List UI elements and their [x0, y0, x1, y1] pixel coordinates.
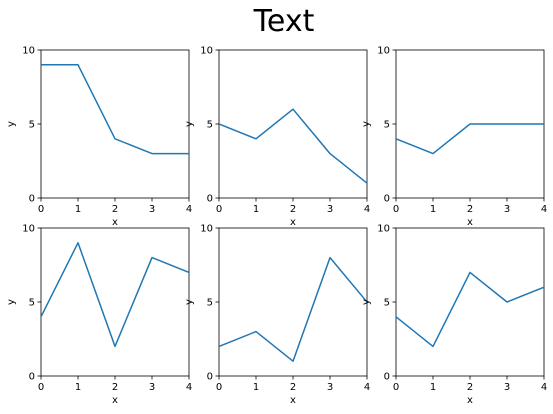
- y-axis-label: y: [361, 299, 372, 305]
- y-tick-label: 0: [384, 194, 390, 205]
- series-line: [396, 123, 544, 155]
- x-axis-label: x: [112, 395, 118, 406]
- x-tick-label: 3: [327, 382, 333, 393]
- y-tick-label: 5: [207, 120, 213, 131]
- x-tick-label: 2: [290, 382, 296, 393]
- x-tick-label: 2: [467, 382, 473, 393]
- x-axis-label: x: [290, 395, 296, 406]
- x-tick-label: 4: [541, 204, 547, 215]
- y-tick-label: 10: [200, 224, 213, 235]
- x-tick-label: 1: [253, 382, 259, 393]
- figure-title: Text: [253, 4, 315, 39]
- series-line: [396, 271, 544, 348]
- y-tick-label: 10: [377, 224, 390, 235]
- y-tick-label: 10: [200, 46, 213, 57]
- x-tick-label: 0: [393, 204, 399, 215]
- axes-frame: [218, 227, 368, 377]
- x-tick-label: 3: [149, 204, 155, 215]
- y-axis-label: y: [6, 121, 17, 127]
- y-axis-label: y: [184, 299, 195, 305]
- x-tick-label: 3: [327, 204, 333, 215]
- axes-frame: [40, 227, 190, 377]
- x-tick-label: 4: [541, 382, 547, 393]
- y-tick-label: 0: [29, 372, 35, 383]
- y-tick-label: 0: [207, 372, 213, 383]
- x-tick-label: 1: [75, 382, 81, 393]
- x-tick-label: 4: [186, 204, 192, 215]
- x-axis-label: x: [290, 217, 296, 228]
- series-line: [41, 242, 189, 348]
- x-tick-label: 2: [290, 204, 296, 215]
- y-tick-label: 10: [22, 224, 35, 235]
- x-tick-label: 2: [112, 204, 118, 215]
- x-tick-label: 2: [467, 204, 473, 215]
- subplot-1: 0 1 2 3 4 0 5 10 x y: [6, 46, 192, 229]
- y-tick-label: 0: [384, 372, 390, 383]
- x-tick-label: 4: [364, 382, 370, 393]
- y-axis-label: y: [6, 299, 17, 305]
- y-tick-label: 5: [29, 298, 35, 309]
- y-tick-label: 0: [207, 194, 213, 205]
- x-tick-label: 1: [253, 204, 259, 215]
- x-tick-label: 3: [504, 382, 510, 393]
- x-axis-label: x: [467, 395, 473, 406]
- axes-frame: [40, 49, 190, 199]
- subplot-2: 0 1 2 3 4 0 5 10 x y: [184, 46, 370, 229]
- y-tick-label: 5: [207, 298, 213, 309]
- x-tick-label: 1: [430, 382, 436, 393]
- y-tick-label: 0: [29, 194, 35, 205]
- x-axis-label: x: [467, 217, 473, 228]
- x-tick-label: 4: [186, 382, 192, 393]
- x-tick-label: 0: [216, 204, 222, 215]
- axes-frame: [395, 227, 545, 377]
- subplot-3: 0 1 2 3 4 0 5 10 x y: [361, 46, 547, 229]
- x-tick-label: 1: [430, 204, 436, 215]
- subplot-5: 0 1 2 3 4 0 5 10 x y: [184, 224, 370, 407]
- x-tick-label: 4: [364, 204, 370, 215]
- subplot-4: 0 1 2 3 4 0 5 10 x y: [6, 224, 192, 407]
- y-tick-label: 10: [377, 46, 390, 57]
- y-tick-label: 5: [29, 120, 35, 131]
- x-tick-label: 2: [112, 382, 118, 393]
- y-axis-label: y: [184, 121, 195, 127]
- x-axis-label: x: [112, 217, 118, 228]
- y-tick-label: 10: [22, 46, 35, 57]
- series-line: [219, 108, 367, 185]
- x-tick-label: 3: [504, 204, 510, 215]
- x-tick-label: 0: [393, 382, 399, 393]
- x-tick-label: 1: [75, 204, 81, 215]
- series-line: [219, 256, 367, 362]
- x-tick-label: 0: [38, 382, 44, 393]
- y-tick-label: 5: [384, 298, 390, 309]
- x-tick-label: 0: [38, 204, 44, 215]
- y-axis-label: y: [361, 121, 372, 127]
- series-line: [41, 64, 189, 155]
- x-tick-label: 0: [216, 382, 222, 393]
- subplot-6: 0 1 2 3 4 0 5 10 x y: [361, 224, 547, 407]
- y-tick-label: 5: [384, 120, 390, 131]
- axes-frame: [218, 49, 368, 199]
- x-tick-label: 3: [149, 382, 155, 393]
